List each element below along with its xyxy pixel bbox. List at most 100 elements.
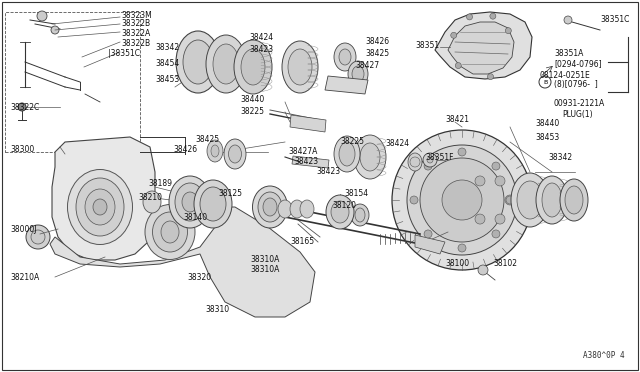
Ellipse shape <box>339 142 355 166</box>
Text: 38120: 38120 <box>332 201 356 209</box>
Text: 38423: 38423 <box>294 157 318 167</box>
Ellipse shape <box>517 181 543 219</box>
Ellipse shape <box>331 201 349 223</box>
Text: 38225: 38225 <box>340 138 364 147</box>
Circle shape <box>505 195 515 205</box>
Text: 38423: 38423 <box>249 45 273 54</box>
Circle shape <box>424 230 432 238</box>
Circle shape <box>467 14 472 20</box>
Ellipse shape <box>224 139 246 169</box>
Circle shape <box>492 230 500 238</box>
Text: A380^0P 4: A380^0P 4 <box>584 351 625 360</box>
Ellipse shape <box>194 180 232 228</box>
Circle shape <box>492 162 500 170</box>
Ellipse shape <box>211 145 219 157</box>
Circle shape <box>31 230 45 244</box>
Ellipse shape <box>334 136 360 172</box>
Ellipse shape <box>145 205 195 260</box>
Ellipse shape <box>161 221 179 243</box>
Ellipse shape <box>565 186 583 214</box>
Text: 38310: 38310 <box>205 305 229 314</box>
Text: 00931-2121A: 00931-2121A <box>554 99 605 109</box>
Text: 38125: 38125 <box>218 189 242 199</box>
Ellipse shape <box>511 173 549 227</box>
Circle shape <box>478 265 488 275</box>
Circle shape <box>427 157 433 163</box>
Text: B: B <box>543 80 547 84</box>
Ellipse shape <box>459 161 525 239</box>
Polygon shape <box>292 156 329 168</box>
Ellipse shape <box>206 35 246 93</box>
Circle shape <box>37 11 47 21</box>
Text: 38225: 38225 <box>240 108 264 116</box>
Polygon shape <box>290 115 326 132</box>
Text: 38310A: 38310A <box>250 256 280 264</box>
Ellipse shape <box>213 44 239 84</box>
Text: PLUG(1): PLUG(1) <box>562 109 593 119</box>
Circle shape <box>420 158 504 242</box>
Circle shape <box>465 195 475 205</box>
Circle shape <box>392 130 532 270</box>
Text: 38322C: 38322C <box>10 103 39 112</box>
Text: (8)[0796-  ]: (8)[0796- ] <box>554 80 598 90</box>
Circle shape <box>539 76 551 88</box>
Circle shape <box>495 176 505 186</box>
Ellipse shape <box>143 191 161 213</box>
Text: 38351C: 38351C <box>600 16 629 25</box>
Text: 38440: 38440 <box>240 96 264 105</box>
Text: 38300: 38300 <box>10 145 35 154</box>
Text: 38102: 38102 <box>493 260 517 269</box>
Ellipse shape <box>67 170 132 244</box>
Text: 38424: 38424 <box>249 32 273 42</box>
Ellipse shape <box>278 200 292 218</box>
Text: 38342: 38342 <box>548 153 572 161</box>
Text: 38427A: 38427A <box>288 148 317 157</box>
Text: 38320: 38320 <box>187 273 211 282</box>
Ellipse shape <box>354 135 386 179</box>
Text: 38165: 38165 <box>290 237 314 247</box>
Text: 38440: 38440 <box>535 119 559 128</box>
Text: 38322A: 38322A <box>121 29 150 38</box>
Text: [0294-0796]: [0294-0796] <box>554 60 602 68</box>
Bar <box>5 12 140 152</box>
Ellipse shape <box>560 179 588 221</box>
Circle shape <box>407 145 517 255</box>
Ellipse shape <box>334 43 356 71</box>
Text: 38427: 38427 <box>355 61 379 71</box>
Circle shape <box>475 214 485 224</box>
Ellipse shape <box>176 31 220 93</box>
Ellipse shape <box>536 176 568 224</box>
Circle shape <box>490 13 496 19</box>
Text: 38210: 38210 <box>138 192 162 202</box>
Text: 38210A: 38210A <box>10 273 39 282</box>
Text: 38351: 38351 <box>415 41 439 49</box>
Ellipse shape <box>465 170 515 230</box>
Text: 38322B: 38322B <box>121 39 150 48</box>
Ellipse shape <box>542 183 562 217</box>
Text: 38351A: 38351A <box>554 49 584 58</box>
Circle shape <box>506 28 511 33</box>
Ellipse shape <box>352 66 364 82</box>
Polygon shape <box>50 207 315 317</box>
Text: 38310A: 38310A <box>250 266 280 275</box>
Circle shape <box>488 74 493 80</box>
Text: 38453: 38453 <box>535 132 559 141</box>
Circle shape <box>475 176 485 186</box>
Ellipse shape <box>241 49 265 85</box>
Ellipse shape <box>253 186 287 228</box>
Ellipse shape <box>339 49 351 65</box>
Circle shape <box>458 148 466 156</box>
Ellipse shape <box>351 204 369 226</box>
Polygon shape <box>52 137 155 260</box>
Circle shape <box>564 16 572 24</box>
Circle shape <box>410 196 418 204</box>
Circle shape <box>506 196 514 204</box>
Ellipse shape <box>183 40 213 84</box>
Ellipse shape <box>263 198 277 216</box>
Text: 38100: 38100 <box>445 260 469 269</box>
Text: 38425: 38425 <box>195 135 219 144</box>
Ellipse shape <box>234 40 272 94</box>
Circle shape <box>442 180 482 220</box>
Text: 38426: 38426 <box>365 38 389 46</box>
Ellipse shape <box>93 199 107 215</box>
